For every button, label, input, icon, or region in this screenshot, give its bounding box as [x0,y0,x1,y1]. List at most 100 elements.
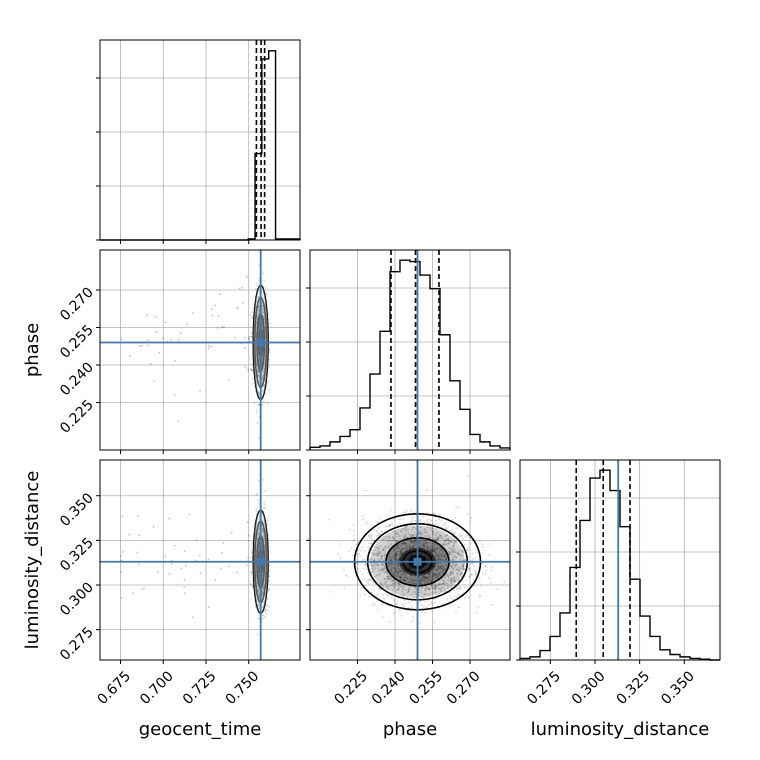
sample-point [256,369,259,372]
sample-point [445,583,448,585]
sample-point [442,537,445,540]
sample-point [368,578,371,581]
sample-point [381,548,384,551]
outlier-point [210,308,213,311]
sample-point [258,306,260,308]
outlier-point [248,335,251,338]
outlier-point [183,592,186,595]
sample-point [479,540,481,543]
sample-point [258,309,261,312]
sample-point [391,555,394,558]
sample-point [399,576,402,579]
sample-point [385,593,388,596]
sample-point [343,587,346,590]
sample-point [412,526,415,529]
sample-point [371,565,374,568]
sample-point [352,530,355,532]
sample-point [376,554,378,556]
sample-point [429,548,432,551]
sample-point [257,295,260,298]
sample-point [379,583,382,586]
sample-point [435,576,438,579]
sample-point [261,588,263,591]
outlier-point [138,345,141,347]
sample-point [262,375,264,378]
sample-point [377,548,380,551]
sample-point [408,581,410,583]
sample-point [456,586,459,589]
sample-point [257,603,260,606]
outlier-point [183,550,186,553]
sample-point [263,616,266,619]
sample-point [381,530,383,533]
sample-point [261,531,264,534]
sample-point [440,558,442,561]
sample-point [413,581,416,584]
outlier-point [173,394,176,396]
sample-point [391,523,394,525]
outlier-point [138,534,141,537]
sample-point [258,544,261,547]
sample-point [452,576,455,579]
sample-point [381,594,384,596]
sample-point [400,577,403,580]
sample-point [257,371,260,373]
sample-point [396,544,399,547]
sample-point [407,544,410,547]
sample-point [412,533,415,536]
sample-point [433,544,436,546]
sample-point [428,534,431,537]
sample-point [413,582,416,585]
sample-point [420,611,423,614]
sample-point [445,564,448,566]
sample-point [258,533,261,536]
sample-point [451,577,453,580]
sample-point [394,568,397,571]
outlier-point [136,551,139,554]
sample-point [391,579,394,582]
outlier-point [170,562,173,565]
sample-point [402,579,405,581]
sample-point [466,534,469,537]
sample-point [437,572,440,575]
sample-point [256,492,259,495]
sample-point [262,535,265,538]
sample-point [403,599,406,601]
sample-point [437,584,440,587]
sample-point [385,545,388,547]
sample-point [257,588,260,591]
sample-point [380,569,382,571]
sample-point [449,529,452,532]
sample-point [368,536,371,539]
sample-point [441,603,444,606]
sample-point [439,587,442,590]
sample-point [453,589,455,592]
sample-point [369,568,372,571]
sample-point [261,375,264,377]
sample-point [395,603,398,606]
sample-point [252,401,255,404]
sample-point [421,595,424,598]
sample-point [432,532,435,535]
sample-point [261,594,264,597]
sample-point [268,358,270,361]
sample-point [433,569,435,572]
sample-point [388,565,391,568]
sample-point [424,611,427,614]
outlier-point [195,539,198,541]
sample-point [397,550,400,553]
sample-point [450,580,453,582]
sample-point [432,550,435,553]
outlier-point [120,597,123,599]
sample-point [372,553,375,556]
sample-point [256,370,259,373]
sample-point [503,580,506,583]
sample-point [370,537,372,539]
sample-point [383,554,386,557]
sample-point [251,369,254,372]
sample-point [266,520,269,522]
sample-point [395,563,397,566]
sample-point [364,558,366,561]
outlier-point [199,572,202,575]
sample-point [410,605,413,608]
